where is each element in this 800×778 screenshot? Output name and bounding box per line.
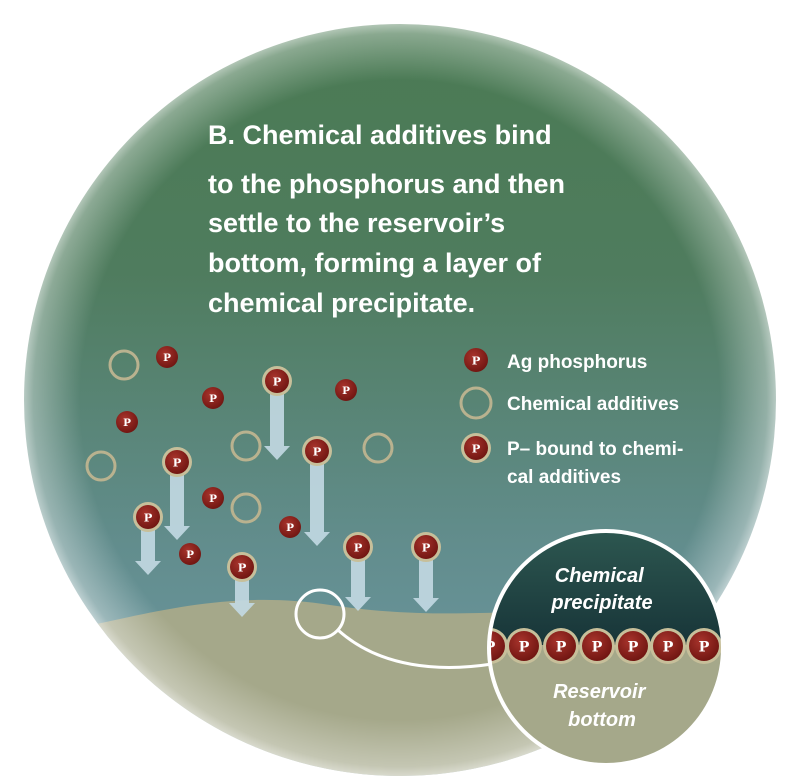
legend-label-bound-phosphorus: P– bound to chemi- cal additives — [507, 439, 689, 488]
inset-label-line: Reservoir — [553, 681, 646, 703]
precipitate-particle: P — [485, 628, 508, 664]
inset-label-line: precipitate — [550, 592, 652, 614]
inset-label-reservoir-bottom: Reservoir bottom — [553, 681, 651, 731]
settling-arrow — [264, 391, 290, 460]
svg-text:P: P — [485, 639, 496, 655]
svg-text:P: P — [519, 639, 530, 655]
ag-phosphorus-particle: P — [179, 543, 201, 565]
settling-arrow — [135, 527, 161, 575]
settling-arrow — [164, 472, 190, 540]
svg-text:P: P — [592, 639, 603, 655]
precipitate-particle: P — [579, 628, 615, 664]
chemical-additive-particle — [85, 450, 117, 482]
chemical-additive-particle — [108, 349, 140, 381]
ag-phosphorus-particle: P — [156, 346, 178, 368]
svg-text:P: P — [342, 385, 350, 397]
precipitate-particle: P — [543, 628, 579, 664]
diagram-title: B. Chemical additives bind to the phosph… — [208, 120, 573, 318]
ag-phosphorus-particle: P — [202, 487, 224, 509]
svg-text:P: P — [173, 455, 182, 469]
svg-text:P: P — [472, 353, 481, 367]
svg-text:P: P — [273, 374, 282, 388]
svg-text:P: P — [286, 522, 294, 534]
svg-text:P: P — [663, 639, 674, 655]
chemical-additive-particle — [230, 492, 262, 524]
title-line: chemical precipitate. — [208, 288, 475, 318]
svg-text:P: P — [238, 560, 247, 574]
ag-phosphorus-particle: P — [335, 379, 357, 401]
title-line: to the phosphorus and then — [208, 169, 565, 199]
bound-phosphorus-particle: P — [262, 366, 292, 396]
precipitate-particle: P — [650, 628, 686, 664]
svg-text:P: P — [144, 510, 153, 524]
settling-arrows — [135, 391, 439, 617]
precipitate-particle: P — [506, 628, 542, 664]
legend-line: cal additives — [507, 467, 621, 488]
title-line: settle to the reservoir’s — [208, 208, 505, 238]
zoom-target-circle — [294, 588, 346, 640]
legend-line: P– bound to chemi- — [507, 439, 683, 460]
bound-phosphorus-particle: P — [343, 532, 373, 562]
ag-phosphorus-particle: P — [279, 516, 301, 538]
settling-arrow — [229, 577, 255, 617]
precipitate-particle: P — [615, 628, 651, 664]
legend-label-chemical-additives: Chemical additives — [507, 394, 679, 415]
svg-text:P: P — [163, 352, 171, 364]
svg-text:P: P — [209, 493, 217, 505]
settling-arrow — [304, 461, 330, 546]
legend-label-ag-phosphorus: Ag phosphorus — [507, 352, 647, 373]
chemical-additive-icon — [459, 386, 493, 420]
inset-label-chemical-precipitate: Chemical precipitate — [550, 565, 652, 614]
legend: P P Ag phosphorus Chemical additives P– b… — [459, 348, 689, 488]
svg-text:P: P — [313, 444, 322, 458]
svg-text:P: P — [422, 540, 431, 554]
svg-text:P: P — [556, 639, 567, 655]
chemical-additive-particle — [362, 432, 394, 464]
zoom-callout — [294, 588, 493, 669]
chemical-additive-particle — [230, 430, 262, 462]
bound-phosphorus-particle: P — [302, 436, 332, 466]
bound-phosphorus-particle: P — [133, 502, 163, 532]
precipitate-particle: P — [686, 628, 722, 664]
particles: P P P P P P P P P P P P P P — [85, 346, 441, 582]
inset-label-line: Chemical — [555, 565, 644, 587]
svg-text:P: P — [186, 549, 194, 561]
bound-phosphorus-particle: P — [411, 532, 441, 562]
settling-arrow — [413, 557, 439, 612]
title-line: B. Chemical additives bind — [208, 120, 552, 150]
svg-text:P: P — [123, 417, 131, 429]
settling-arrow — [345, 557, 371, 611]
svg-text:P: P — [354, 540, 363, 554]
inset-label-line: bottom — [568, 709, 636, 731]
svg-text:P: P — [472, 441, 481, 455]
ag-phosphorus-icon: P — [464, 348, 488, 372]
svg-text:P: P — [628, 639, 639, 655]
svg-text:P: P — [209, 393, 217, 405]
ag-phosphorus-particle: P — [116, 411, 138, 433]
svg-text:P: P — [699, 639, 710, 655]
bound-phosphorus-icon: P — [461, 433, 491, 463]
bound-phosphorus-particle: P — [162, 447, 192, 477]
ag-phosphorus-particle: P — [202, 387, 224, 409]
title-line: bottom, forming a layer of — [208, 248, 542, 278]
zoom-connector-line — [336, 628, 493, 669]
bound-phosphorus-particle: P — [227, 552, 257, 582]
